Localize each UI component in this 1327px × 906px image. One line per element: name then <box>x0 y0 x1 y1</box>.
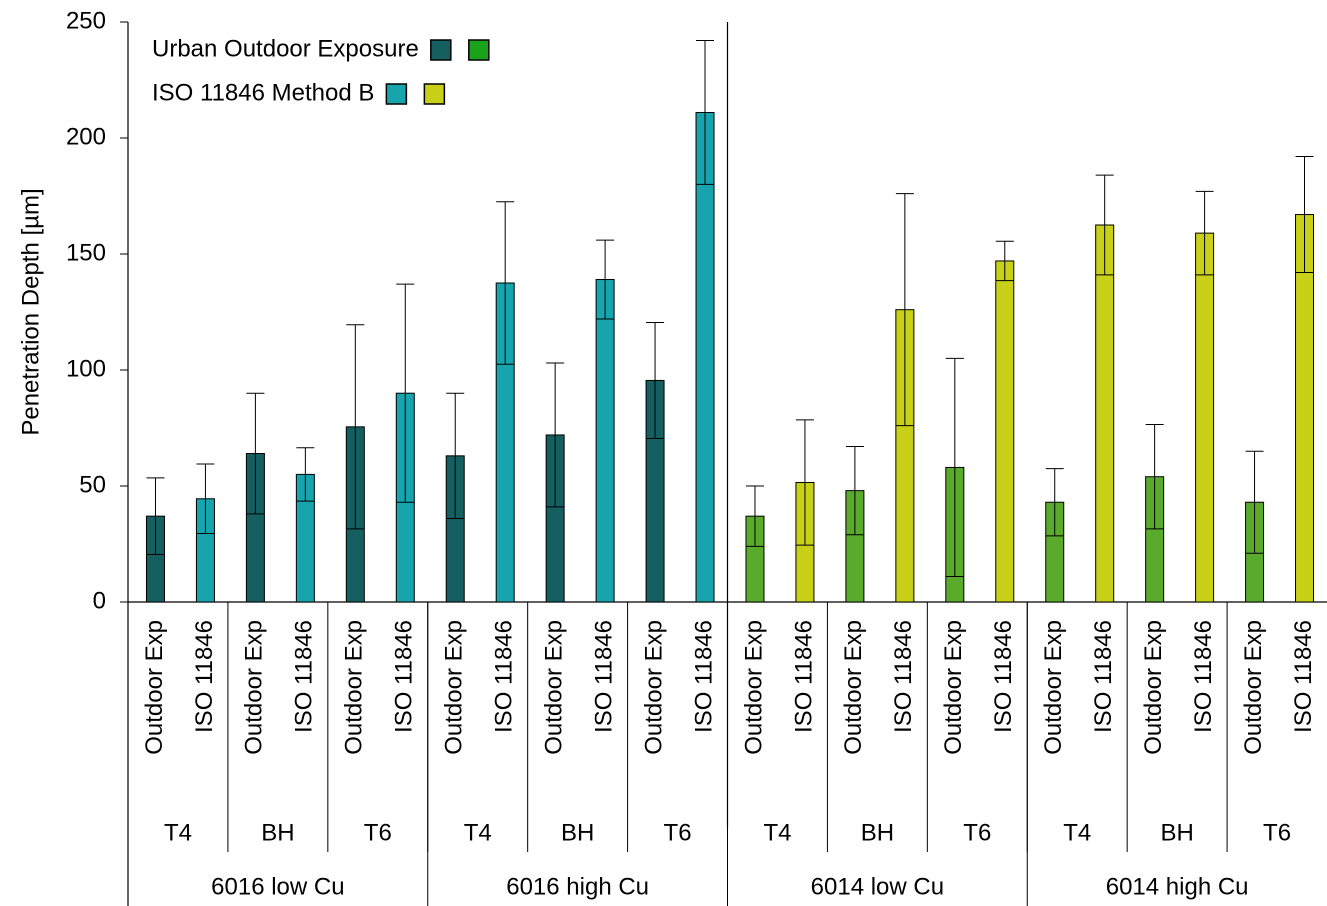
legend-swatch <box>430 39 452 61</box>
x-tick-label: Outdoor Exp <box>1240 620 1267 755</box>
x-tick-label: ISO 11846 <box>590 620 617 733</box>
y-tick-label: 250 <box>66 7 106 34</box>
legend-label: ISO 11846 Method B <box>152 79 374 106</box>
legend-swatch <box>385 83 408 105</box>
x-tick-label: Outdoor Exp <box>1040 620 1067 755</box>
subgroup-label: T6 <box>963 819 991 846</box>
x-tick-label: Outdoor Exp <box>540 620 567 755</box>
subgroup-label: T4 <box>464 819 492 846</box>
x-tick-label: ISO 11846 <box>690 620 717 733</box>
subgroup-label: BH <box>1160 819 1193 846</box>
y-tick-label: 150 <box>66 239 106 266</box>
y-axis-label: Penetration Depth [µm] <box>17 188 44 435</box>
x-tick-label: ISO 11846 <box>890 620 917 733</box>
bar <box>595 279 615 603</box>
legend-swatch <box>423 83 446 105</box>
subgroup-label: T6 <box>664 819 692 846</box>
subgroup-label: T4 <box>1063 819 1091 846</box>
x-tick-label: ISO 11846 <box>790 620 817 733</box>
bar <box>695 111 715 603</box>
x-tick-label: Outdoor Exp <box>341 620 368 755</box>
x-tick-label: ISO 11846 <box>191 620 218 733</box>
y-tick-label: 50 <box>79 471 106 498</box>
bar <box>1095 224 1115 603</box>
x-tick-label: ISO 11846 <box>1190 620 1217 733</box>
x-tick-label: Outdoor Exp <box>640 620 667 755</box>
x-tick-label: ISO 11846 <box>291 620 318 733</box>
group-label: 6016 high Cu <box>506 873 649 900</box>
subgroup-label: T6 <box>364 819 392 846</box>
bar <box>1195 232 1215 603</box>
subgroup-label: BH <box>261 819 294 846</box>
subgroup-label: T4 <box>763 819 791 846</box>
x-tick-label: ISO 11846 <box>1290 620 1317 733</box>
x-tick-label: Outdoor Exp <box>441 620 468 755</box>
legend-label: Urban Outdoor Exposure <box>152 35 419 62</box>
x-tick-label: Outdoor Exp <box>141 620 168 755</box>
subgroup-label: BH <box>561 819 594 846</box>
group-label: 6016 low Cu <box>211 873 344 900</box>
y-tick-label: 100 <box>66 355 106 382</box>
y-tick-label: 0 <box>93 587 106 614</box>
x-tick-label: ISO 11846 <box>990 620 1017 733</box>
bar <box>995 260 1015 603</box>
x-tick-label: ISO 11846 <box>491 620 518 733</box>
legend-swatch <box>468 39 490 61</box>
group-label: 6014 high Cu <box>1106 873 1249 900</box>
group-label: 6014 low Cu <box>811 873 944 900</box>
y-tick-label: 200 <box>66 123 106 150</box>
x-tick-label: ISO 11846 <box>1090 620 1117 733</box>
subgroup-label: BH <box>861 819 894 846</box>
x-tick-label: Outdoor Exp <box>840 620 867 755</box>
x-tick-label: Outdoor Exp <box>940 620 967 755</box>
x-tick-label: Outdoor Exp <box>241 620 268 755</box>
subgroup-label: T6 <box>1263 819 1291 846</box>
x-tick-label: Outdoor Exp <box>1140 620 1167 755</box>
x-tick-label: ISO 11846 <box>391 620 418 733</box>
subgroup-label: T4 <box>164 819 192 846</box>
x-tick-label: Outdoor Exp <box>740 620 767 755</box>
